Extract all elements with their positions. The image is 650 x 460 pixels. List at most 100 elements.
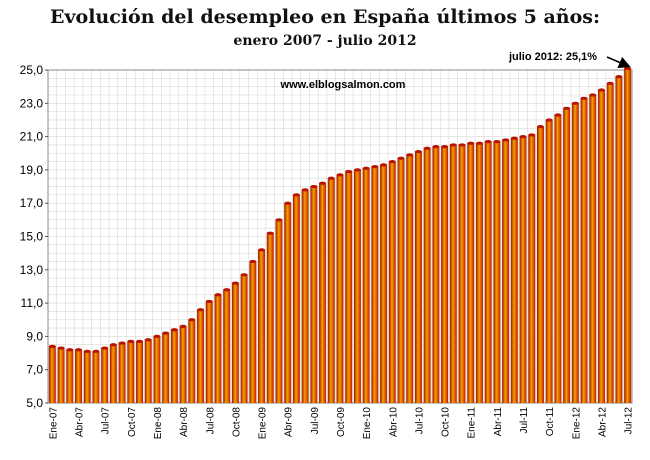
- bar-Ene-09: [258, 248, 266, 403]
- bar-cap: [275, 218, 283, 222]
- annotation-arrow: [606, 56, 631, 68]
- bar-cap: [310, 184, 318, 189]
- bar-Ene-12: [571, 101, 579, 404]
- bar-cap: [388, 159, 396, 164]
- bar-Feb-08: [162, 331, 170, 403]
- bar-May-10: [397, 156, 405, 403]
- bar-Jun-11: [510, 136, 518, 403]
- bar-Oct-07: [127, 339, 135, 403]
- bar-body: [432, 146, 440, 403]
- bar-Abr-08: [179, 324, 187, 403]
- bar-body: [589, 94, 597, 403]
- bar-cap: [475, 141, 483, 145]
- x-tick-label: Oct-08: [231, 407, 242, 437]
- x-tick-label: Oct-09: [336, 407, 347, 437]
- bar-body: [179, 326, 187, 403]
- bar-cap: [292, 193, 300, 197]
- bar-May-07: [83, 349, 91, 403]
- bar-body: [57, 348, 65, 403]
- bar-cap: [536, 125, 544, 129]
- y-tick-label: 9,0: [26, 329, 43, 343]
- y-tick-label: 11,0: [21, 296, 44, 310]
- bar-body: [580, 98, 588, 404]
- x-tick-label: Jul-08: [205, 407, 216, 435]
- bar-cap: [127, 339, 135, 343]
- axis-layer: 5,0 7,0 9,0 11,0 13,0 15,0 17,0 19,0 21,0 23,0 25,…: [20, 63, 635, 439]
- bar-cap: [519, 135, 527, 139]
- bar-body: [170, 329, 178, 403]
- bar-cap: [153, 334, 161, 338]
- bar-Sep-07: [118, 341, 126, 403]
- bar-body: [441, 146, 449, 403]
- x-tick-label: Ene-08: [153, 407, 164, 440]
- watermark-text: www.elblogsalmon.com: [280, 79, 406, 91]
- bar-cap: [48, 344, 56, 348]
- bar-cap: [57, 346, 65, 350]
- x-tick-label: Oct-11: [545, 407, 556, 437]
- bar-cap: [397, 156, 405, 160]
- x-tick-label: Ene-09: [258, 407, 269, 440]
- bar-Feb-10: [371, 164, 379, 403]
- bar-body: [118, 343, 126, 403]
- bar-body: [101, 348, 109, 403]
- bar-Abr-09: [284, 201, 292, 403]
- y-tick-label: 13,0: [20, 263, 44, 277]
- bar-body: [388, 161, 396, 403]
- y-tick-label: 17,0: [20, 196, 44, 210]
- bar-Nov-09: [345, 169, 353, 403]
- bar-body: [484, 141, 492, 403]
- bar-Jul-09: [310, 184, 318, 403]
- bar-cap: [205, 299, 213, 304]
- bar-body: [345, 171, 353, 403]
- bar-Feb-07: [57, 346, 65, 403]
- bar-body: [624, 68, 632, 404]
- bar-cap: [136, 339, 144, 343]
- x-tick-label: Oct-07: [127, 407, 138, 437]
- bar-body: [615, 76, 623, 403]
- bar-Jul-11: [519, 135, 527, 403]
- y-tick-label: 15,0: [20, 230, 44, 244]
- bar-cap: [109, 343, 117, 347]
- bar-cap: [353, 168, 361, 172]
- bar-body: [275, 219, 283, 403]
- chart-title: Evolución del desempleo en España último…: [50, 6, 600, 28]
- x-tick-label: Jul-10: [414, 407, 425, 435]
- bar-body: [319, 183, 327, 403]
- bar-Ene-08: [153, 334, 161, 403]
- bar-body: [528, 134, 536, 403]
- chart-subtitle: enero 2007 - julio 2012: [233, 33, 417, 49]
- bar-cap: [345, 169, 353, 174]
- bar-cap: [362, 166, 370, 170]
- bar-cap: [414, 149, 422, 154]
- bar-body: [423, 148, 431, 403]
- x-tick-label: Abr-12: [597, 407, 608, 437]
- bar-cap: [554, 113, 562, 117]
- bar-body: [380, 164, 388, 403]
- bar-Ene-07: [48, 344, 56, 403]
- bar-cap: [240, 273, 248, 277]
- bar-cap: [624, 66, 632, 70]
- bar-cap: [179, 324, 187, 329]
- x-tick-label: Abr-11: [493, 407, 504, 437]
- bar-cap: [284, 201, 292, 205]
- bar-body: [162, 333, 170, 403]
- bar-Jun-09: [301, 188, 309, 403]
- bar-body: [92, 351, 100, 403]
- bar-cap: [249, 259, 257, 264]
- bar-body: [327, 178, 335, 403]
- bar-body: [449, 144, 457, 404]
- y-tick-label: 5,0: [26, 396, 43, 410]
- bar-Dic-10: [458, 143, 466, 404]
- bar-cap: [101, 346, 109, 350]
- bar-May-11: [502, 138, 510, 403]
- bar-body: [109, 344, 117, 403]
- bar-Abr-07: [75, 348, 82, 403]
- bar-body: [205, 301, 213, 403]
- bar-body: [197, 309, 205, 403]
- bar-body: [48, 346, 56, 403]
- bar-Sep-11: [536, 125, 544, 404]
- bar-body: [136, 341, 144, 403]
- bar-cap: [144, 338, 152, 342]
- bar-Mar-07: [66, 348, 74, 403]
- bar-cap: [170, 328, 178, 332]
